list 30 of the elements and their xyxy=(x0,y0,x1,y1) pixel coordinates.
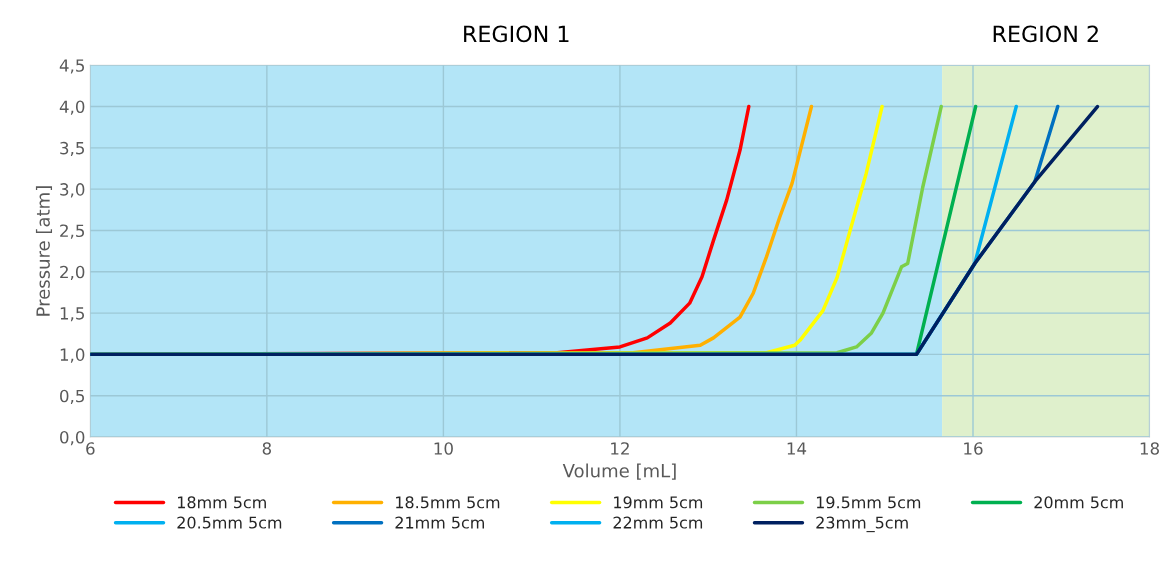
y-tick-label: 0,5 xyxy=(60,389,84,404)
y-tick-label: 4,5 xyxy=(59,59,84,74)
x-tick-label: 6 xyxy=(86,442,95,455)
x-tick-label: 14 xyxy=(787,442,807,455)
band-label: REGION 1 xyxy=(464,25,569,43)
y-tick-label: 0,0 xyxy=(60,430,85,446)
legend-label: 22mm 5cm xyxy=(613,516,703,529)
legend-label: 19.5mm 5cm xyxy=(816,496,921,509)
y-axis-title: Pressure [atm] xyxy=(35,186,53,316)
legend-label: 18.5mm 5cm xyxy=(396,496,500,509)
y-tick-label: 1,5 xyxy=(60,307,84,322)
x-tick-label: 18 xyxy=(1140,442,1159,455)
legend-label: 21mm 5cm xyxy=(395,516,484,529)
x-axis-title: Volume [mL] xyxy=(562,463,676,480)
y-tick-label: 2,5 xyxy=(60,224,84,239)
legend-label: 20mm 5cm xyxy=(1034,496,1123,509)
x-tick-label: 10 xyxy=(434,442,453,455)
legend-label: 20.5mm 5cm xyxy=(177,516,282,529)
y-tick-label: 4,0 xyxy=(59,100,85,115)
y-tick-label: 2,0 xyxy=(60,265,85,281)
y-tick-label: 3,0 xyxy=(60,183,85,198)
y-tick-label: 1,0 xyxy=(60,348,85,363)
legend-label: 23mm_5cm xyxy=(816,516,908,533)
legend-label: 19mm 5cm xyxy=(614,496,703,509)
legend-label: 18mm 5cm xyxy=(178,496,266,509)
band-label: REGION 2 xyxy=(993,25,1098,43)
x-tick-label: 8 xyxy=(262,442,272,455)
y-tick-label: 3,5 xyxy=(60,141,84,157)
x-tick-label: 16 xyxy=(964,442,983,455)
x-tick-label: 12 xyxy=(611,442,629,455)
